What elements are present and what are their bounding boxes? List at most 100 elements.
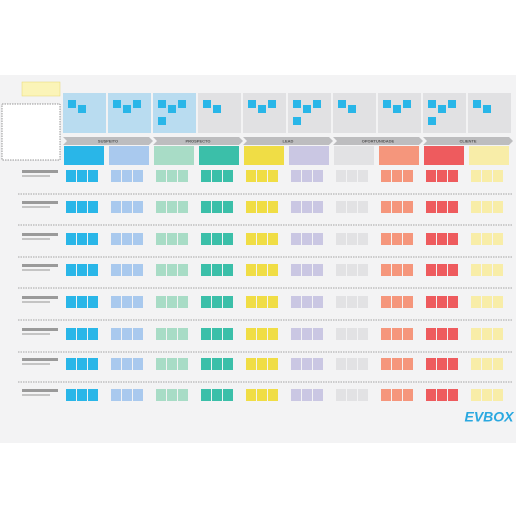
sticky-note [426,233,436,245]
sticky-note [212,201,222,213]
sticky-note [426,296,436,308]
sticky-note [223,389,233,401]
sticky-note [381,328,391,340]
sticky-note [77,389,87,401]
sticky-note [313,100,321,108]
sticky-note [167,358,177,370]
sticky-note [302,389,312,401]
sticky-note [336,389,346,401]
sticky-note [212,358,222,370]
sticky-note [438,105,446,113]
sticky-note [111,233,121,245]
sticky-note [223,358,233,370]
row-label [22,301,50,303]
sticky-note [403,328,413,340]
sticky-note [437,328,447,340]
stage-arrow [153,137,243,145]
sticky-note [246,201,256,213]
sticky-note [358,170,368,182]
sticky-note [178,170,188,182]
stage-arrow [423,137,513,145]
sticky-note [156,233,166,245]
sticky-note [78,105,86,113]
sticky-note [168,105,176,113]
sticky-note [291,358,301,370]
sticky-note [403,100,411,108]
sticky-note [448,100,456,108]
sticky-note [66,264,76,276]
sticky-note [493,389,503,401]
sticky-note [392,170,402,182]
sticky-note [246,170,256,182]
sticky-note [133,100,141,108]
board-background [0,75,516,443]
sticky-note [223,264,233,276]
sticky-note [203,100,211,108]
stage-card [469,146,509,165]
sticky-note [291,328,301,340]
sticky-note [88,201,98,213]
sticky-note [156,201,166,213]
sticky-note [77,170,87,182]
sticky-note [448,201,458,213]
sticky-note [66,170,76,182]
sticky-note [133,201,143,213]
sticky-note [392,264,402,276]
sticky-note [428,100,436,108]
sticky-note [156,296,166,308]
sticky-note [303,105,311,113]
sticky-note [66,233,76,245]
sticky-note [437,264,447,276]
sticky-note [473,100,481,108]
sticky-note [426,201,436,213]
sticky-note [122,328,132,340]
sticky-note [156,389,166,401]
stage-card [379,146,419,165]
sticky-note [66,201,76,213]
sticky-note [302,170,312,182]
sticky-note [201,358,211,370]
stage-arrow [243,137,333,145]
row-label [22,328,58,331]
sticky-note [158,117,166,125]
sticky-note [313,296,323,308]
sticky-note [347,358,357,370]
sticky-note [77,201,87,213]
sticky-note [268,233,278,245]
sticky-note [122,170,132,182]
sticky-note [313,389,323,401]
sticky-note [123,105,131,113]
sticky-note [66,296,76,308]
sticky-note [336,233,346,245]
sticky-note [338,100,346,108]
row-label [22,296,58,299]
row-label [22,333,50,335]
sticky-note [347,389,357,401]
sticky-note [336,264,346,276]
sticky-note [68,100,76,108]
sticky-note [336,170,346,182]
sticky-note [268,170,278,182]
sticky-note [167,170,177,182]
sticky-note [77,233,87,245]
stage-arrow [63,137,153,145]
sticky-note [257,233,267,245]
sticky-note [201,233,211,245]
sticky-note [111,170,121,182]
sticky-note [268,389,278,401]
row-label [22,170,58,173]
sticky-note [212,328,222,340]
row-label [22,389,58,392]
sticky-note [212,389,222,401]
sticky-note [426,358,436,370]
sticky-note [77,358,87,370]
sticky-note [302,264,312,276]
sticky-note [133,264,143,276]
sticky-note [156,328,166,340]
sticky-note [493,233,503,245]
sticky-note [313,233,323,245]
stage-label: CLIENTE [459,139,476,144]
sticky-note [88,233,98,245]
sticky-note [178,264,188,276]
sticky-note [167,328,177,340]
